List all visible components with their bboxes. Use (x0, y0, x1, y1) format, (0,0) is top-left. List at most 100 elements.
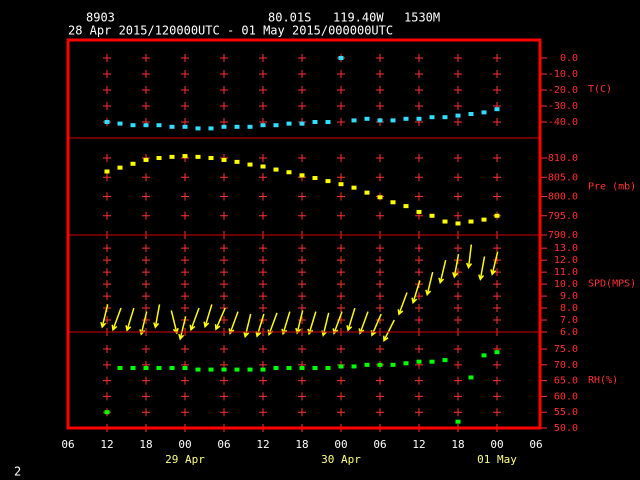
latitude: 80.01S (268, 11, 311, 25)
data-point (416, 116, 422, 121)
grid-plus (454, 70, 462, 78)
grid-plus (181, 211, 189, 220)
grid-plus (220, 192, 228, 201)
data-point (143, 157, 149, 162)
data-point (429, 213, 435, 218)
grid-plus (103, 154, 111, 163)
grid-plus (259, 280, 267, 289)
x-tick-label: 12 (256, 438, 269, 451)
grid-plus (181, 192, 189, 201)
grid-plus (103, 392, 111, 401)
grid-plus (415, 316, 423, 325)
elevation: 1530M (404, 11, 440, 25)
data-point (273, 123, 279, 128)
wind-arrow (281, 311, 291, 336)
data-point (195, 154, 201, 159)
grid-plus (454, 316, 462, 325)
grid-plus (493, 154, 501, 163)
grid-plus (259, 86, 267, 94)
grid-plus (103, 376, 111, 385)
y-tick-label: 75.0 (554, 344, 578, 355)
grid-plus (220, 86, 228, 94)
grid-plus (454, 173, 462, 182)
grid-plus (220, 102, 228, 110)
grid-plus (181, 118, 189, 126)
data-point (494, 213, 500, 218)
x-tick-label: 06 (61, 438, 74, 451)
y-tick-label: 805.0 (548, 172, 578, 183)
grid-plus (181, 304, 189, 313)
data-point (312, 120, 318, 124)
wind-arrow (203, 304, 213, 329)
x-tick-label: 00 (334, 438, 347, 451)
grid-plus (493, 280, 501, 289)
grid-plus (142, 408, 150, 417)
y-tick-label: 65.0 (554, 376, 578, 387)
grid-plus (454, 408, 462, 417)
grid-plus (337, 154, 345, 163)
grid-plus (220, 244, 228, 253)
data-point (130, 123, 136, 128)
grid-plus (181, 70, 189, 78)
grid-plus (259, 244, 267, 253)
wind-arrow (490, 251, 499, 276)
grid-plus (376, 102, 384, 110)
data-point (442, 115, 448, 120)
data-point (208, 367, 214, 372)
wind-arrow (452, 254, 460, 279)
grid-plus (298, 192, 306, 201)
data-point (390, 118, 396, 123)
grid-plus (493, 408, 501, 417)
grid-plus (493, 70, 501, 78)
data-point (208, 126, 214, 131)
grid-plus (220, 256, 228, 265)
grid-plus (376, 244, 384, 253)
wind-arrow (170, 310, 179, 335)
data-point (234, 367, 240, 372)
grid-plus (415, 244, 423, 253)
station: 8903 (86, 11, 115, 25)
grid-plus (298, 102, 306, 110)
data-point (143, 366, 149, 370)
data-point (468, 112, 474, 116)
data-point (325, 179, 331, 184)
grid-plus (415, 70, 423, 78)
grid-plus (181, 292, 189, 301)
data-point (260, 367, 266, 372)
grid-plus (454, 86, 462, 94)
grid-plus (493, 173, 501, 182)
data-point (429, 359, 435, 364)
grid-plus (298, 292, 306, 301)
wind-arrow (243, 313, 252, 339)
grid-plus (376, 376, 384, 385)
grid-plus (103, 360, 111, 369)
grid-plus (454, 304, 462, 313)
data-point (403, 361, 409, 366)
grid-plus (220, 70, 228, 78)
grid-plus (259, 376, 267, 385)
data-point (312, 176, 318, 181)
grid-plus (337, 86, 345, 94)
x-tick-label: 06 (373, 438, 386, 451)
grid-plus (376, 408, 384, 417)
data-point (442, 358, 448, 363)
grid-plus (259, 173, 267, 182)
data-point (195, 367, 201, 372)
data-point (221, 367, 227, 372)
grid-plus (493, 316, 501, 325)
grid-plus (337, 408, 345, 417)
x-tick-label: 12 (412, 438, 425, 451)
grid-plus (220, 408, 228, 417)
grid-plus (181, 280, 189, 289)
grid-plus (103, 268, 111, 277)
grid-plus (415, 345, 423, 354)
data-point (351, 118, 357, 123)
data-point (286, 121, 292, 126)
grid-plus (454, 345, 462, 354)
data-point (442, 219, 448, 224)
grid-plus (493, 244, 501, 253)
data-point (455, 113, 461, 118)
grid-plus (181, 86, 189, 94)
grid-plus (493, 292, 501, 301)
data-point (481, 110, 487, 115)
